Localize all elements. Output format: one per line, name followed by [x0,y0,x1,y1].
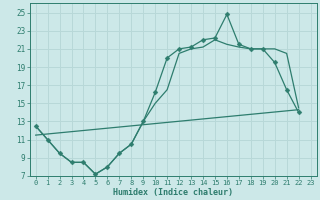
X-axis label: Humidex (Indice chaleur): Humidex (Indice chaleur) [113,188,233,197]
